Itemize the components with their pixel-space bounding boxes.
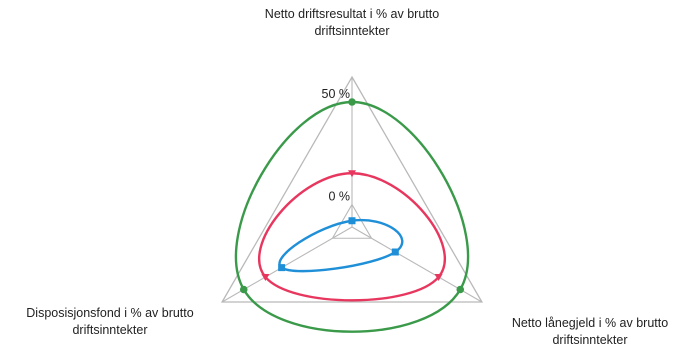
radar-series <box>234 98 470 333</box>
axis-title-2: Netto lånegjeld i % av brutto driftsinnte… <box>512 316 668 347</box>
axis-title-line: driftsinntekter <box>72 323 147 337</box>
series-2-line <box>258 172 446 302</box>
series-1-point-2 <box>456 285 465 294</box>
axis-title-line: Disposisjonsfond i % av brutto <box>26 306 193 320</box>
radar-tick-labels: 0 %50 %100 % <box>322 87 351 204</box>
series-1-point-3 <box>239 285 248 294</box>
series-2-point-3 <box>261 274 270 281</box>
axis-title-3: Disposisjonsfond i % av brutto driftsinnt… <box>26 306 193 337</box>
tick-label: 50 % <box>322 87 351 101</box>
series-1-point-1 <box>348 98 356 106</box>
axis-title-1: Netto driftsresultat i % av brutto drifts… <box>265 7 439 38</box>
series-3-line <box>278 218 404 273</box>
grid-inner-triangle <box>331 203 373 239</box>
axis-title-line: driftsinntekter <box>314 24 389 38</box>
axis-title-line: Netto driftsresultat i % av brutto <box>265 7 439 21</box>
radar-axis-titles: Netto driftsresultat i % av brutto drifts… <box>26 7 668 347</box>
series-2-point-2 <box>434 274 443 281</box>
series-1-line <box>234 100 470 333</box>
series-3-point-2 <box>391 248 399 256</box>
series-3-point-1 <box>348 217 356 225</box>
grid-outer-triangle <box>220 75 484 303</box>
axis-title-line: Netto lånegjeld i % av brutto <box>512 316 668 330</box>
series-2-point-1 <box>348 170 356 178</box>
axis-title-line: driftsinntekter <box>552 333 627 347</box>
series-3-point-3 <box>278 264 286 272</box>
tick-label: 0 % <box>328 190 350 204</box>
